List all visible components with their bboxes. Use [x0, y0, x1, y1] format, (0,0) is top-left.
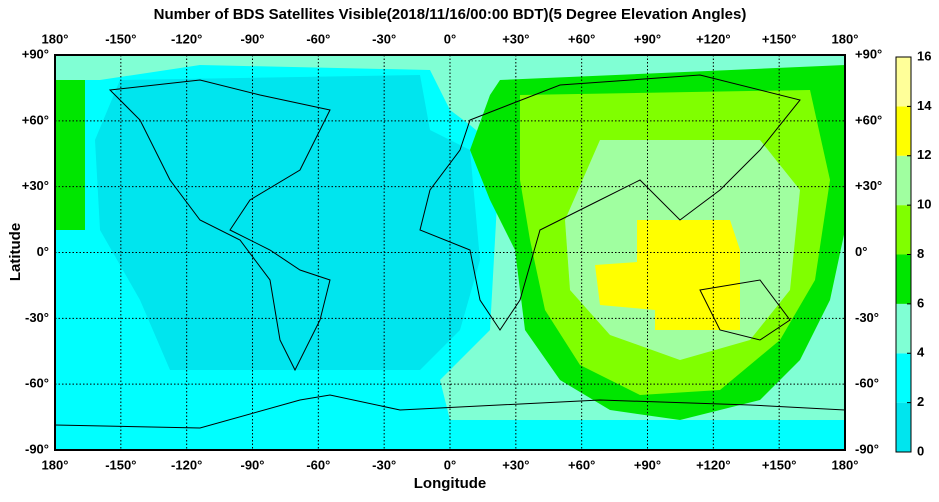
x-tick-label: +90°: [634, 457, 661, 472]
y-tick-label: +30°: [22, 178, 49, 193]
x-tick-label: -120°: [171, 457, 202, 472]
chart-title: Number of BDS Satellites Visible(2018/11…: [154, 6, 747, 23]
colorbar-tick-label: 16: [917, 48, 931, 63]
y-tick-label: +90°: [22, 46, 49, 61]
colorbar-segment: [896, 106, 911, 156]
x-tick-label: +30°: [502, 31, 529, 46]
colorbar-segment: [896, 205, 911, 255]
x-tick-label: -150°: [105, 31, 136, 46]
x-tick-label: +60°: [568, 31, 595, 46]
colorbar-segment: [896, 57, 911, 107]
colorbar-tick-label: 6: [917, 295, 924, 310]
colorbar-tick-label: 12: [917, 147, 931, 162]
colorbar-segment: [896, 353, 911, 403]
y-tick-label: -30°: [25, 310, 49, 325]
x-tick-label: -60°: [306, 31, 330, 46]
x-tick-label: +120°: [696, 457, 730, 472]
colorbar-segment: [896, 155, 911, 206]
x-tick-label: +150°: [762, 31, 796, 46]
x-tick-label: 180°: [42, 31, 69, 46]
y-axis-label: Latitude: [7, 223, 24, 281]
y-tick-label: +60°: [855, 112, 882, 127]
colorbar-tick-label: 2: [917, 394, 924, 409]
y-tick-label: -30°: [855, 310, 879, 325]
colorbar-tick-label: 14: [917, 98, 932, 113]
colorbar-tick-label: 4: [917, 345, 925, 360]
x-axis-label: Longitude: [414, 475, 486, 492]
x-tick-label: -90°: [241, 457, 265, 472]
x-tick-label: -150°: [105, 457, 136, 472]
x-tick-label: -30°: [372, 457, 396, 472]
y-tick-label: 0°: [37, 244, 49, 259]
x-tick-label: 180°: [832, 457, 859, 472]
x-tick-label: +120°: [696, 31, 730, 46]
x-tick-label: 180°: [42, 457, 69, 472]
coastline: [54, 74, 846, 429]
colorbar-tick-label: 8: [917, 246, 924, 261]
colorbar-segment: [896, 303, 911, 354]
x-tick-label: +30°: [502, 457, 529, 472]
x-tick-label: -120°: [171, 31, 202, 46]
y-tick-label: -90°: [855, 441, 879, 456]
x-tick-label: -60°: [306, 457, 330, 472]
y-tick-label: +90°: [855, 46, 882, 61]
y-tick-label: -60°: [25, 376, 49, 391]
y-tick-label: -90°: [25, 441, 49, 456]
y-tick-label: 0°: [855, 244, 867, 259]
x-tick-label: 180°: [832, 31, 859, 46]
y-tick-label: +60°: [22, 112, 49, 127]
y-tick-label: +30°: [855, 178, 882, 193]
x-tick-label: +60°: [568, 457, 595, 472]
colorbar-segment: [896, 402, 911, 452]
x-tick-label: +90°: [634, 31, 661, 46]
colorbar-tick-label: 10: [917, 197, 931, 212]
x-tick-label: 0°: [444, 31, 456, 46]
colorbar-tick-label: 0: [917, 443, 924, 458]
x-tick-label: 0°: [444, 457, 456, 472]
x-tick-label: -90°: [241, 31, 265, 46]
x-tick-label: -30°: [372, 31, 396, 46]
x-tick-label: +150°: [762, 457, 796, 472]
y-tick-label: -60°: [855, 376, 879, 391]
colorbar-segment: [896, 254, 911, 304]
